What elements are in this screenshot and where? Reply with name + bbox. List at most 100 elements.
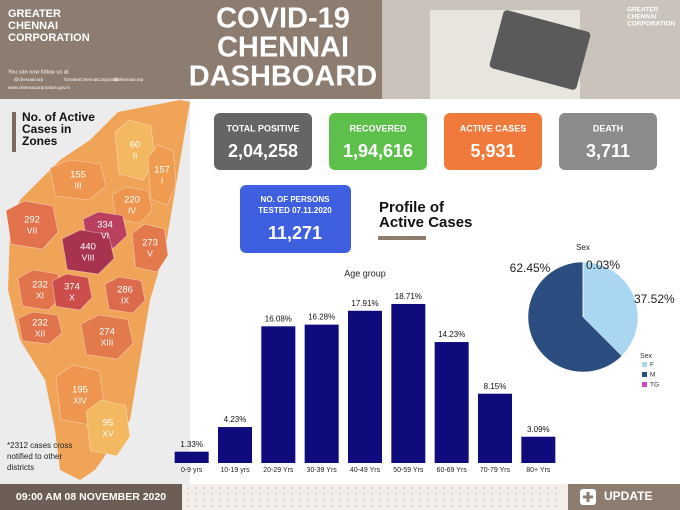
footer-dot (427, 487, 429, 489)
stat-card (214, 113, 312, 170)
zone-area (17, 311, 63, 345)
footer-dot (387, 499, 389, 501)
footer-dot (499, 499, 501, 501)
legend-title: Sex (640, 353, 653, 360)
bar (261, 326, 296, 463)
footer-dot (435, 493, 437, 495)
footer-dot (331, 493, 333, 495)
stat-value: 3,711 (586, 141, 630, 161)
footer-dot (203, 505, 205, 507)
footer-dot (371, 505, 373, 507)
bar-value-label: 4.23% (224, 415, 247, 424)
bar-value-label: 18.71% (395, 292, 422, 301)
footer-dot (531, 493, 533, 495)
footer-dot (403, 493, 405, 495)
zone-value: 95 (103, 418, 114, 429)
footer-dot (355, 487, 357, 489)
footer-dot (227, 493, 229, 495)
footer-dot (531, 487, 533, 489)
footer-dot (547, 487, 549, 489)
legend-label: M (650, 372, 655, 379)
footer-dot (459, 487, 461, 489)
footer-dot (363, 493, 365, 495)
footer-dot (235, 499, 237, 501)
footer-dot (363, 487, 365, 489)
footer-dot (411, 487, 413, 489)
footer-dot (419, 493, 421, 495)
bar (521, 436, 556, 463)
footer-dot (523, 499, 525, 501)
footer-dot (379, 487, 381, 489)
bar-chart-title: Age group (344, 268, 386, 278)
footer-dot (195, 487, 197, 489)
stat-card (444, 113, 542, 170)
map-note: notified to other (7, 452, 62, 461)
footer-dot (555, 499, 557, 501)
zone-area (131, 223, 169, 273)
bar (434, 342, 469, 463)
footer-dot (507, 505, 509, 507)
zone-number: XIV (73, 395, 87, 405)
footer-dot (259, 505, 261, 507)
footer-dot (195, 505, 197, 507)
footer-dot (315, 505, 317, 507)
footer-dot (259, 499, 261, 501)
dashboard-title: DASHBOARD (189, 61, 378, 93)
footer-dot (467, 493, 469, 495)
org-name: GREATER (8, 8, 61, 20)
map-title-bar (12, 112, 16, 152)
footer-dot (435, 499, 437, 501)
footer-dot (307, 505, 309, 507)
footer-dot (459, 493, 461, 495)
bar-value-label: 1.33% (180, 440, 203, 449)
stat-value: 1,94,616 (343, 141, 413, 161)
footer-dot (347, 505, 349, 507)
footer-dot (291, 493, 293, 495)
logo-text: CHENNAI (627, 14, 657, 21)
footer-dot (355, 493, 357, 495)
footer-dot (243, 487, 245, 489)
footer-dot (483, 493, 485, 495)
footer-dot (539, 493, 541, 495)
footer-dot (507, 499, 509, 501)
footer-dot (451, 499, 453, 501)
footer-dot (339, 493, 341, 495)
footer-dot (219, 487, 221, 489)
footer-dot (515, 493, 517, 495)
footer-dot (515, 487, 517, 489)
dashboard-title: CHENNAI (217, 32, 349, 64)
footer-dot (339, 499, 341, 501)
x-tick-label: 60-69 Yrs (437, 467, 468, 474)
footer-dot (267, 505, 269, 507)
zone-value: 334 (97, 220, 113, 231)
footer-dot (475, 499, 477, 501)
footer-dot (427, 493, 429, 495)
footer-dot (347, 487, 349, 489)
bar-value-label: 8.15% (484, 382, 507, 391)
footer-dot (387, 505, 389, 507)
footer-dot (419, 505, 421, 507)
zone-number: VII (27, 225, 37, 235)
update-label[interactable]: UPDATE (604, 489, 652, 503)
zone-area (5, 200, 59, 250)
footer-dot (315, 487, 317, 489)
footer-dot (187, 493, 189, 495)
footer-dot (555, 487, 557, 489)
footer-dot (235, 493, 237, 495)
footer-date: 09:00 AM 08 NOVEMBER 2020 (16, 491, 166, 503)
x-tick-label: 20-29 Yrs (263, 467, 294, 474)
footer-dot (187, 505, 189, 507)
logo-text: CORPORATION (627, 21, 676, 28)
pie-title: Sex (576, 243, 590, 252)
footer-dot (459, 499, 461, 501)
footer-dot (531, 505, 533, 507)
zone-number: XV (102, 428, 114, 438)
footer-dot (379, 493, 381, 495)
stat-label: TOTAL POSITIVE (226, 123, 299, 133)
zone-area (147, 144, 177, 206)
footer-dot (483, 505, 485, 507)
x-tick-label: 50-59 Yrs (393, 467, 424, 474)
footer-dot (211, 493, 213, 495)
zone-number: I (161, 175, 163, 185)
